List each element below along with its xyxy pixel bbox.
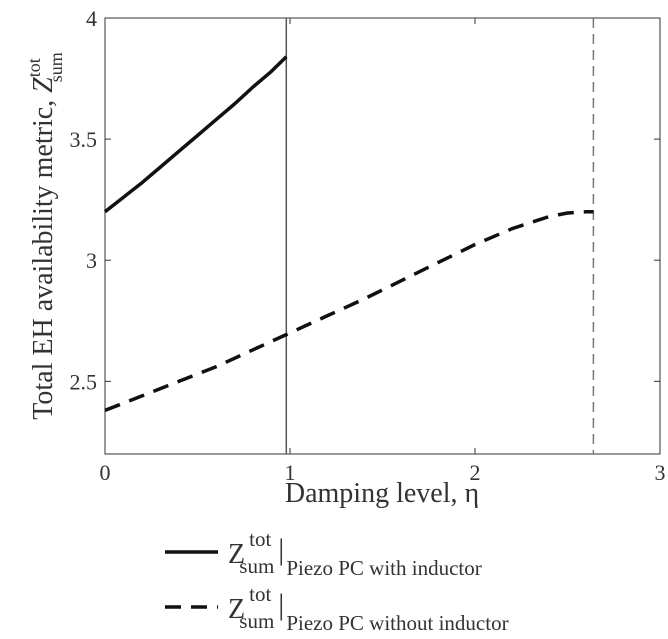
x-tick-label: 3 — [655, 460, 666, 485]
y-tick-label: 2.5 — [70, 369, 98, 394]
plot-frame — [104, 17, 661, 455]
x-tick-label: 1 — [285, 460, 296, 485]
y-tick-label: 3 — [86, 248, 97, 273]
x-tick-label: 0 — [100, 460, 111, 485]
series-line-1 — [103, 55, 288, 214]
y-tick-label: 3.5 — [70, 127, 98, 152]
x-tick-label: 2 — [470, 460, 481, 485]
x-axis-label: Damping level, η — [285, 478, 479, 509]
vertical-markers — [285, 18, 595, 454]
series-line-2 — [104, 210, 594, 413]
y-axis-label: Total EH availability metric, Ztot sum — [24, 52, 66, 420]
y-axis-ticks: 2.5 3 3.5 4 — [70, 6, 660, 394]
y-tick-label: 4 — [86, 6, 97, 31]
x-axis-ticks: 0 1 2 3 — [100, 18, 666, 485]
series-layer — [103, 55, 594, 413]
